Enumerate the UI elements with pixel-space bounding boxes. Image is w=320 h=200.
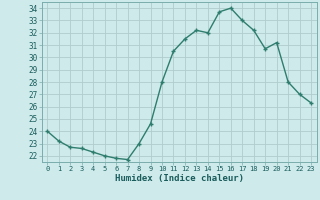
X-axis label: Humidex (Indice chaleur): Humidex (Indice chaleur) <box>115 174 244 183</box>
